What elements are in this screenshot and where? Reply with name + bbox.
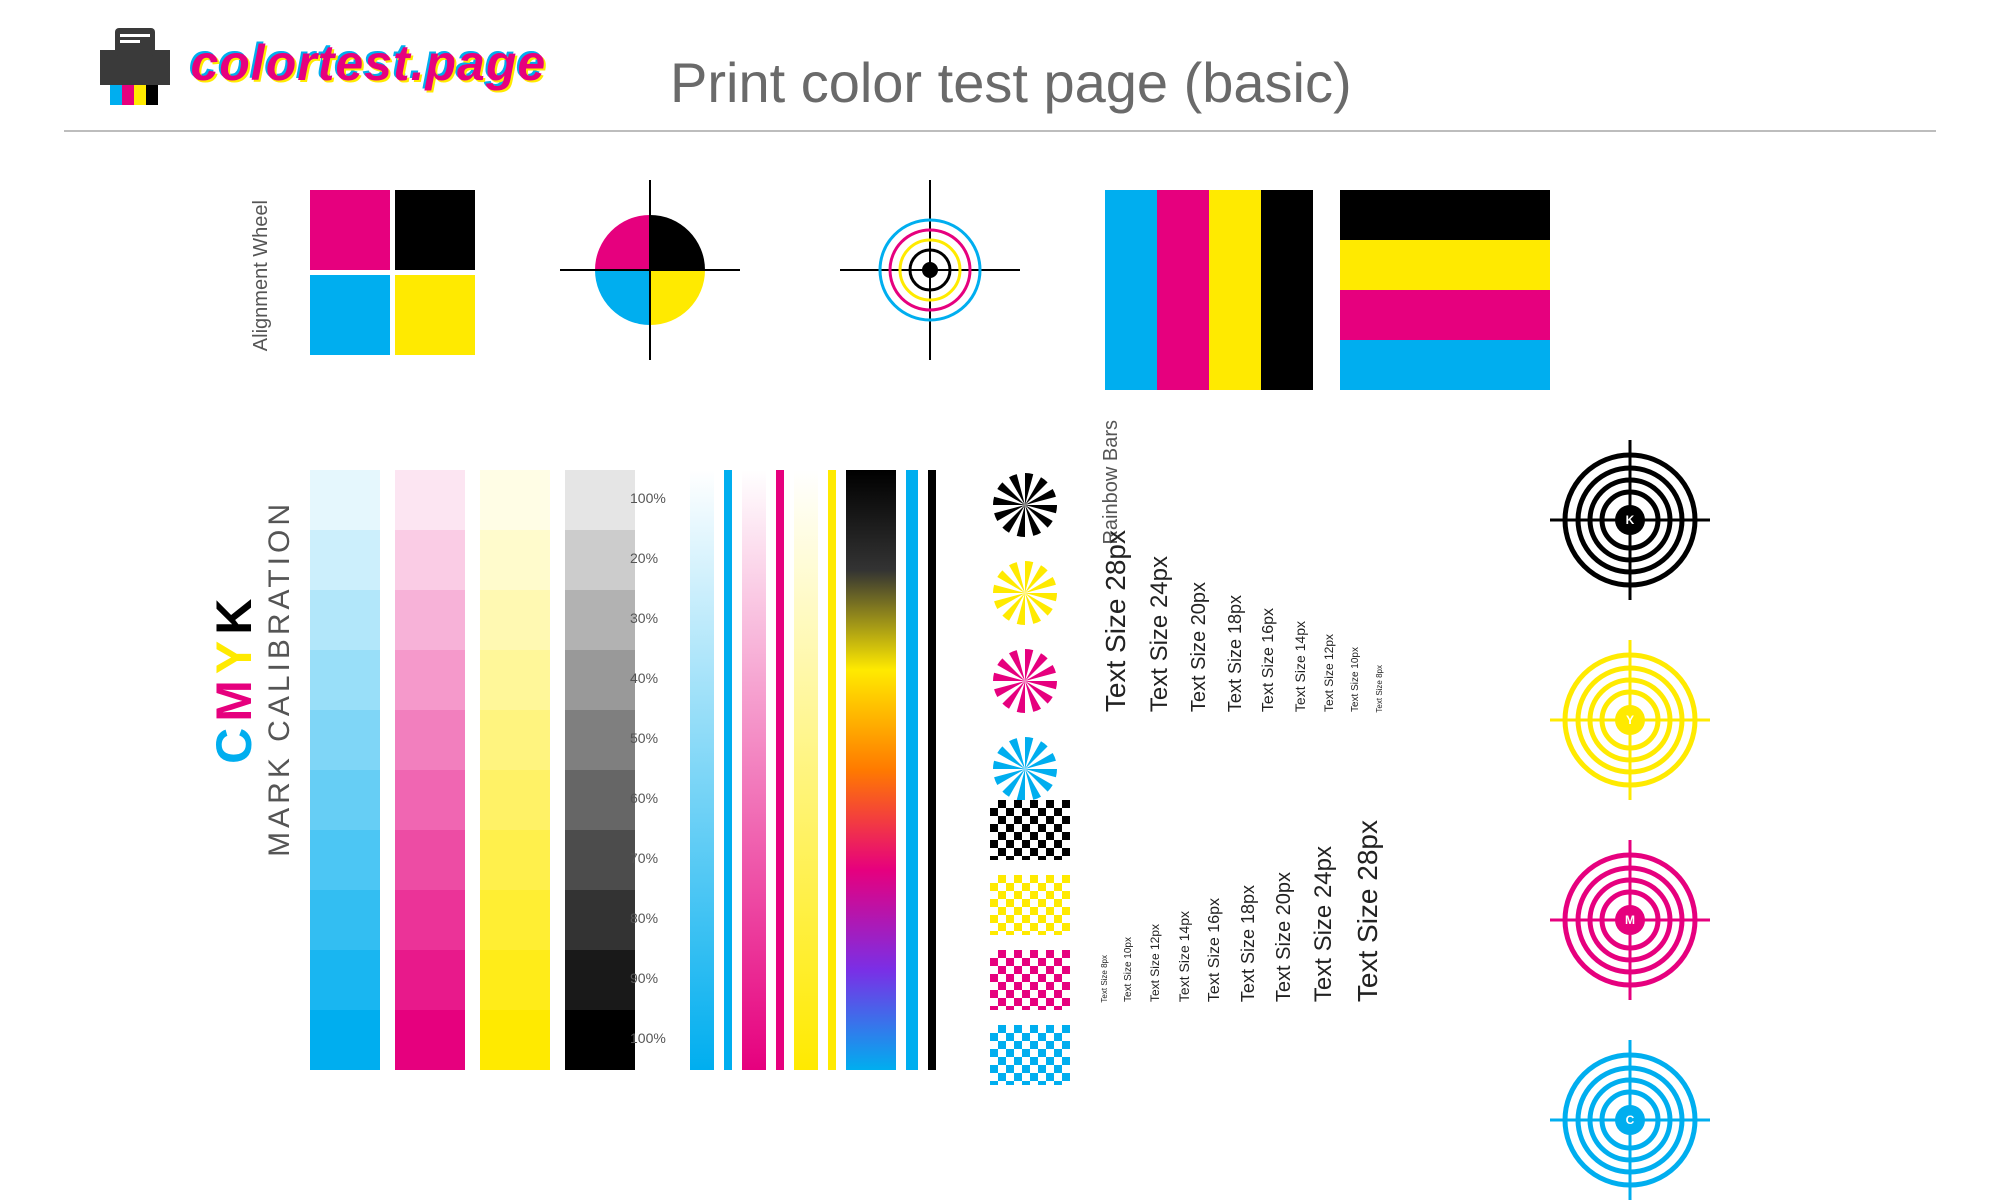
percentage-label: 60% xyxy=(630,790,658,806)
logo-text: colortest.page xyxy=(190,35,546,91)
cmyk-subtitle: MARK CALIBRATION xyxy=(263,500,297,857)
text-size-descending: Text Size 28px Text Size 24px Text Size 20… xyxy=(1100,530,1384,712)
thin-bar xyxy=(846,470,896,1070)
rainbow-vbar xyxy=(1157,190,1209,390)
checker-swatch xyxy=(990,875,1070,935)
text-size-sample: Text Size 12px xyxy=(1322,634,1336,712)
text-size-sample: Text Size 14px xyxy=(1292,621,1308,712)
text-size-sample: Text Size 8px xyxy=(1100,955,1109,1003)
percentage-label: 100% xyxy=(630,1030,666,1046)
svg-text:K: K xyxy=(1626,513,1635,527)
percentage-label: 20% xyxy=(630,550,658,566)
rainbow-horizontal-bars xyxy=(1340,190,1550,390)
percentage-label: 40% xyxy=(630,670,658,686)
pinwheel-icon xyxy=(990,734,1060,804)
text-size-sample: Text Size 10px xyxy=(1123,937,1134,1002)
calibration-step-bar xyxy=(480,470,550,1070)
text-size-sample: Text Size 28px xyxy=(1100,530,1132,712)
page-title: Print color test page (basic) xyxy=(670,50,1352,115)
cmyk-letter: K xyxy=(206,593,262,635)
text-size-ascending: Text Size 8px Text Size 10px Text Size 12p… xyxy=(1100,820,1384,1002)
pinwheel-icon xyxy=(990,470,1060,540)
rainbow-vbar xyxy=(1209,190,1261,390)
alignment-pie xyxy=(560,180,740,360)
alignment-label: Alignment Wheel xyxy=(250,200,273,351)
rainbow-hbar xyxy=(1340,190,1550,240)
calibration-step-bar xyxy=(395,470,465,1070)
text-size-sample: Text Size 28px xyxy=(1352,820,1384,1002)
checker-column xyxy=(990,800,1070,1085)
percentage-label: 30% xyxy=(630,610,658,626)
pinwheel-icon xyxy=(990,646,1060,716)
checker-swatch xyxy=(990,950,1070,1010)
text-size-sample: Text Size 12px xyxy=(1148,924,1162,1002)
rainbow-hbar xyxy=(1340,290,1550,340)
alignment-square xyxy=(395,190,475,270)
text-size-sample: Text Size 14px xyxy=(1176,911,1192,1002)
svg-text:C: C xyxy=(1626,1113,1635,1127)
checker-swatch xyxy=(990,1025,1070,1085)
rainbow-hbar xyxy=(1340,240,1550,290)
thin-bar xyxy=(794,470,818,1070)
cmyk-letter: C xyxy=(206,722,262,764)
calibration-step-bar xyxy=(565,470,635,1070)
text-size-sample: Text Size 24px xyxy=(1146,556,1174,712)
thin-bar xyxy=(828,470,836,1070)
rainbow-vbar xyxy=(1105,190,1157,390)
thin-bar xyxy=(742,470,766,1070)
calibration-step-bar xyxy=(310,470,380,1070)
percentage-label: 90% xyxy=(630,970,658,986)
thin-bar xyxy=(690,470,714,1070)
text-size-sample: Text Size 20px xyxy=(1188,582,1211,712)
registration-target: M xyxy=(1550,840,1710,1000)
thin-bar xyxy=(906,470,918,1070)
svg-text:Y: Y xyxy=(1626,713,1634,727)
cmyk-heading: CMYK MARK CALIBRATION xyxy=(205,500,307,857)
checker-swatch xyxy=(990,800,1070,860)
rainbow-hbar xyxy=(1340,340,1550,390)
text-size-sample: Text Size 10px xyxy=(1350,647,1361,712)
text-size-sample: Text Size 18px xyxy=(1225,595,1246,712)
cmyk-letter: M xyxy=(206,674,262,722)
rainbow-vbar xyxy=(1261,190,1313,390)
registration-target: Y xyxy=(1550,640,1710,800)
text-size-sample: Text Size 24px xyxy=(1310,846,1338,1002)
alignment-square xyxy=(310,275,390,355)
page-root: colortest.page Print color test page (ba… xyxy=(0,0,2000,1189)
percentage-label: 100% xyxy=(630,490,666,506)
alignment-square xyxy=(310,190,390,270)
text-size-sample: Text Size 18px xyxy=(1238,885,1259,1002)
site-logo: colortest.page xyxy=(90,20,540,122)
target-column: K Y M C xyxy=(1550,440,1710,1200)
alignment-square xyxy=(395,275,475,355)
registration-target: C xyxy=(1550,1040,1710,1200)
cmyk-letter: Y xyxy=(206,635,262,674)
rainbow-vertical-bars xyxy=(1105,190,1313,390)
pinwheel-column xyxy=(990,470,1060,804)
svg-text:M: M xyxy=(1625,913,1635,927)
pinwheel-icon xyxy=(990,558,1060,628)
percentage-label: 80% xyxy=(630,910,658,926)
text-size-sample: Text Size 20px xyxy=(1273,872,1296,1002)
text-size-sample: Text Size 8px xyxy=(1375,665,1384,713)
header-divider xyxy=(64,130,1936,132)
thin-bar xyxy=(724,470,732,1070)
printer-icon xyxy=(90,20,180,110)
alignment-ring-target xyxy=(830,170,1030,370)
rainbow-label: Rainbow Bars xyxy=(1100,420,1123,545)
thin-bar xyxy=(928,470,936,1070)
percentage-label: 70% xyxy=(630,850,658,866)
percentage-label: 50% xyxy=(630,730,658,746)
text-size-sample: Text Size 16px xyxy=(1260,608,1278,712)
cmyk-letters: CMYK xyxy=(205,500,263,857)
thin-bar xyxy=(776,470,784,1070)
text-size-sample: Text Size 16px xyxy=(1206,898,1224,1002)
registration-target: K xyxy=(1550,440,1710,600)
